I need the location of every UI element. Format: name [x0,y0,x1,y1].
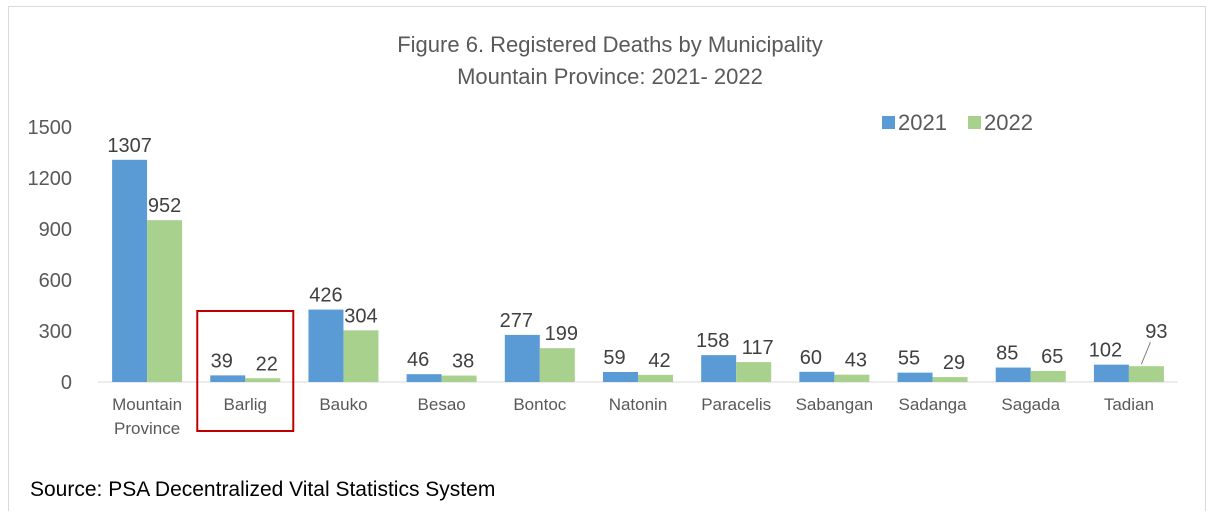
data-label: 65 [1041,346,1063,368]
y-tick-label: 900 [39,219,72,241]
data-label: 158 [696,330,729,352]
data-label: 29 [943,352,965,374]
data-label-leader [1140,342,1151,365]
bar-2022 [539,348,575,382]
data-label: 59 [603,347,625,369]
bar-2021 [406,374,442,382]
y-tick-label: 600 [39,270,72,292]
data-label: 102 [1089,340,1122,362]
y-tick-label: 1500 [28,117,73,139]
data-label: 60 [800,347,822,369]
x-tick-label: Besao [418,395,466,414]
bar-2021 [701,355,737,382]
bar-2021 [308,309,344,382]
data-label: 85 [996,343,1018,365]
x-tick-label: Sabangan [796,395,874,414]
x-tick-label: Bauko [319,395,367,414]
x-tick-label: Province [114,419,180,438]
data-label: 42 [648,350,670,372]
source-note: Source: PSA Decentralized Vital Statisti… [30,478,496,501]
data-label: 277 [500,310,533,332]
x-tick-label: Bontoc [513,395,566,414]
y-tick-label: 300 [39,321,72,343]
data-label: 55 [898,348,920,370]
bar-2022 [441,375,477,382]
y-tick-label: 0 [61,372,72,394]
bar-2021 [995,367,1031,382]
data-label: 199 [545,323,578,345]
x-tick-label: Natonin [609,395,668,414]
chart-title: Figure 6. Registered Deaths by Municipal… [397,32,823,57]
x-tick-label: Paracelis [701,395,771,414]
legend-label: 2021 [898,110,947,135]
data-label: 38 [452,351,474,373]
data-label: 1307 [107,135,152,157]
bar-2021 [504,334,540,382]
x-tick-label: Tadian [1104,395,1154,414]
x-tick-label: Sagada [1001,395,1060,414]
bar-2022 [147,220,183,382]
data-label: 426 [309,285,342,307]
data-label: 117 [742,337,774,359]
bar-2022 [638,374,673,382]
highlight-box [196,310,295,432]
x-tick-label: Mountain [112,395,182,414]
data-label: 22 [256,353,278,375]
bar-2022 [834,374,870,382]
data-label: 952 [148,195,181,217]
x-tick-label: Barlig [224,395,267,414]
bar-2022 [343,330,379,382]
y-tick-label: 1200 [28,168,73,190]
chart-subtitle: Mountain Province: 2021- 2022 [457,64,763,89]
bar-2021 [799,371,835,382]
bar-2022 [1128,366,1164,382]
bar-2022 [932,377,968,382]
bar-2022 [736,362,772,382]
data-label: 43 [845,350,867,372]
data-label: 46 [407,349,429,371]
data-label: 93 [1145,321,1167,343]
bar-2022 [1030,370,1066,382]
legend-label: 2022 [984,110,1033,135]
bar-2021 [112,159,148,382]
bar-2022 [245,378,281,382]
data-label: 39 [211,350,233,372]
data-label: 304 [344,305,377,327]
bar-2021 [897,372,933,382]
bar-chart: Figure 6. Registered Deaths by Municipal… [28,32,1178,438]
legend-swatch-2022 [968,116,981,129]
legend-swatch-2021 [882,116,895,129]
bar-2021 [603,371,638,382]
bar-2021 [210,375,246,382]
x-tick-label: Sadanga [899,395,968,414]
bar-2021 [1093,364,1129,382]
